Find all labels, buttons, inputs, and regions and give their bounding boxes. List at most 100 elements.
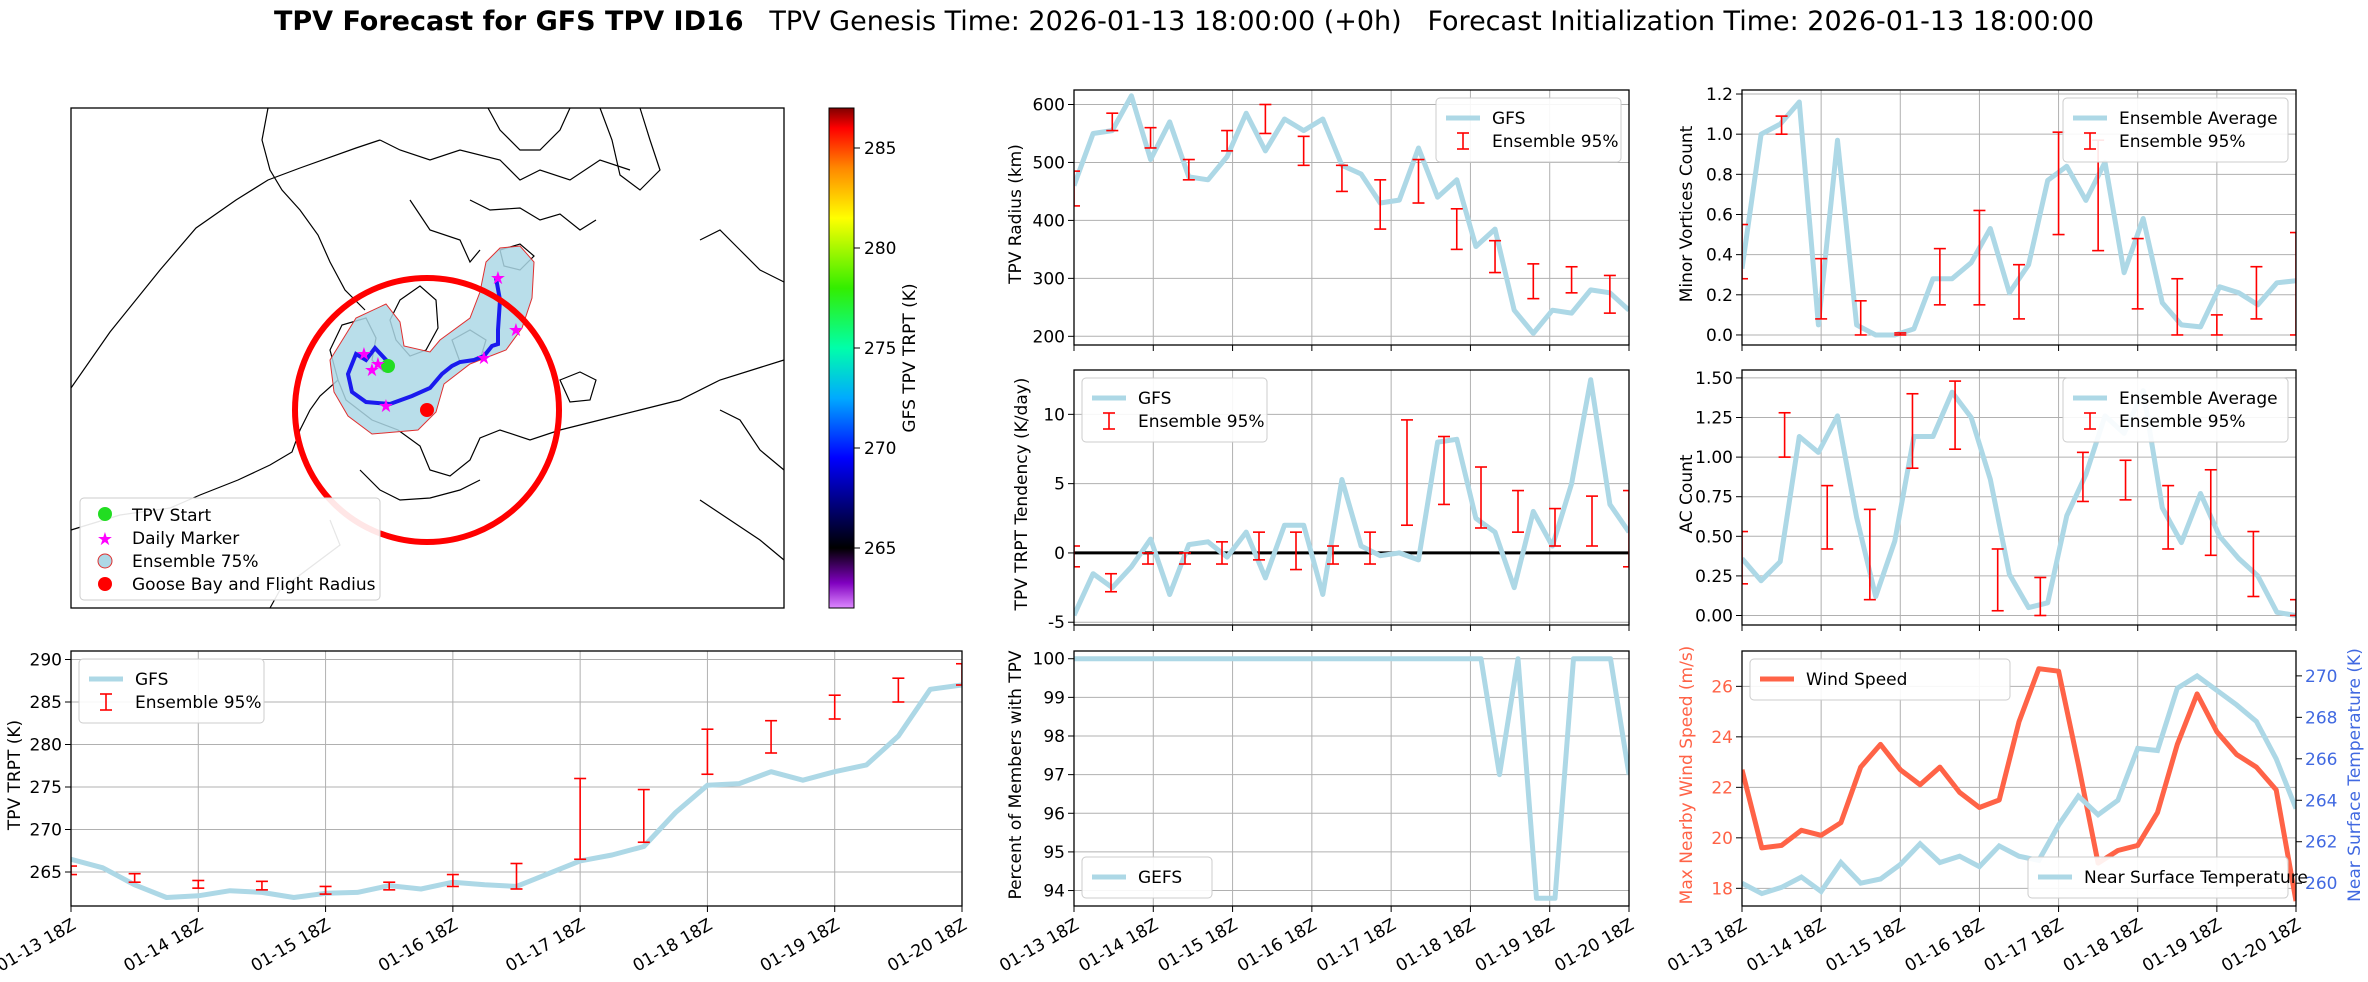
percent-panel: Percent of Members with TPV 94 95 96 97 98 99… — [996, 650, 1637, 977]
legend-goose-bay-icon — [98, 577, 112, 591]
xtick-label: 01-17 18Z — [502, 915, 588, 976]
ytick-label: 96 — [1043, 804, 1065, 824]
xtick-label: 01-16 18Z — [375, 915, 461, 976]
ytick-label: 1.0 — [1706, 125, 1733, 145]
y2tick-label: 264 — [2305, 791, 2337, 811]
ytick-label: 26 — [1711, 677, 1733, 697]
legend-ensemble-icon — [97, 553, 113, 569]
xtick-label: 01-13 18Z — [996, 915, 1082, 976]
y2tick-label: 266 — [2305, 750, 2337, 770]
ytick-label: 500 — [1033, 153, 1065, 173]
colorbar-ticks: 265 270 275 280 285 — [854, 139, 896, 559]
gridlines — [1741, 370, 2297, 625]
svg-text:★: ★ — [370, 354, 386, 375]
trpt-ylabel: TPV TRPT (K) — [5, 720, 25, 831]
legend-box — [1081, 377, 1268, 443]
colorbar-tick-label: 280 — [864, 239, 896, 259]
goose-bay-flight-radius — [292, 275, 562, 545]
ytick-label: 270 — [30, 821, 62, 841]
ytick-label: 0.6 — [1706, 205, 1733, 225]
legend-box — [2062, 97, 2289, 163]
legend-daily-marker: Daily Marker — [132, 529, 239, 549]
ytick-label: 1.25 — [1695, 409, 1733, 429]
axes-frame — [1741, 650, 2297, 907]
minor-ylabel: Minor Vortices Count — [1677, 125, 1697, 302]
legend-tpv-start-icon — [98, 507, 112, 521]
ytick-label: 290 — [30, 651, 62, 671]
colorbar-label: GFS TPV TRPT (K) — [900, 283, 920, 432]
xtick-label: 01-16 18Z — [1234, 915, 1320, 976]
errorbars — [1742, 115, 2296, 336]
colorbar-tick-label: 285 — [864, 139, 896, 159]
colorbar-tick-label: 270 — [864, 439, 896, 459]
legend-daily-marker-icon: ★ — [97, 529, 113, 550]
map-panel: ★★★ ★★★★ TPV Start ★ Daily Marker Ensemb… — [70, 107, 785, 609]
colorbar-tick-label: 265 — [864, 539, 896, 559]
legend-label: Ensemble Average — [2119, 389, 2278, 409]
ytick-label: 600 — [1033, 95, 1065, 115]
svg-text:★: ★ — [508, 320, 524, 341]
ytick-label: 18 — [1711, 879, 1733, 899]
xtick-label: 01-15 18Z — [1155, 915, 1241, 976]
ytick-label: 0 — [1054, 544, 1065, 564]
ytick-label: 22 — [1711, 778, 1733, 798]
gefs-percent-line — [1074, 656, 1629, 901]
temperature-line — [1742, 672, 2296, 897]
legend-label: Ensemble 95% — [1138, 412, 1265, 432]
axes-frame — [1741, 369, 2297, 626]
ytick-label: 100 — [1033, 650, 1065, 670]
colorbar-gradient — [828, 107, 855, 609]
title-init: Forecast Initialization Time: 2026-01-13… — [1427, 6, 2095, 37]
radius-ylabel: TPV Radius (km) — [1006, 144, 1026, 285]
legend-box — [78, 658, 265, 724]
ensemble-average-line — [1742, 388, 2296, 618]
ytick-label: 1.50 — [1695, 369, 1733, 389]
colorbar-tick-label: 275 — [864, 339, 896, 359]
svg-text:★: ★ — [476, 348, 492, 369]
xtick-label: 01-18 18Z — [2060, 915, 2146, 976]
daily-markers: ★★★ ★★★★ — [356, 268, 524, 417]
legend: Wind Speed — [1749, 658, 2011, 701]
ytick-label: 400 — [1033, 211, 1065, 231]
colorbar: 265 270 275 280 285 GFS TPV TRPT (K) — [828, 107, 920, 609]
xtick-label: 01-15 18Z — [1822, 915, 1908, 976]
errorbars — [71, 662, 962, 895]
axes-frame — [1073, 650, 1630, 907]
errorbars — [1074, 419, 1629, 593]
xtick-label: 01-13 18Z — [1664, 915, 1750, 976]
title-genesis: TPV Genesis Time: 2026-01-13 18:00:00 (+… — [769, 6, 1402, 37]
xtick-label: 01-15 18Z — [248, 915, 334, 976]
wind-ylabel: Max Nearby Wind Speed (m/s) — [1677, 646, 1697, 905]
ac-count-panel: AC Count 0.00 0.25 0.50 0.75 1.00 1.25 1.50 Ens… — [1677, 369, 2297, 631]
axes-frame — [1741, 89, 2297, 346]
ytick-label: 98 — [1043, 727, 1065, 747]
legend-label: GFS — [1138, 389, 1171, 409]
tendency-ylabel: TPV TRPT Tendency (K/day) — [1012, 378, 1032, 612]
legend-box — [2027, 856, 2289, 899]
xtick-label: 01-14 18Z — [1743, 915, 1829, 976]
ytick-label: 0.00 — [1695, 606, 1733, 626]
xtick-label: 01-18 18Z — [1393, 915, 1479, 976]
ytick-label: 0.0 — [1706, 326, 1733, 346]
ytick-label: 5 — [1054, 475, 1065, 495]
trpt-panel: TPV TRPT (K) 265 270 275 280 285 290 01-13 18Z… — [0, 650, 971, 976]
legend: GFS Ensemble 95% — [1081, 377, 1268, 443]
svg-text:★: ★ — [356, 344, 372, 365]
axes-frame — [1073, 369, 1630, 626]
legend-box — [1749, 658, 2011, 701]
ytick-label: 0.25 — [1695, 567, 1733, 587]
tpv-track — [345, 277, 503, 407]
legend-label: Near Surface Temperature — [2084, 868, 2308, 888]
legend: GEFS — [1081, 856, 1213, 899]
xtick-label: 01-19 18Z — [757, 915, 843, 976]
legend-label: Ensemble 95% — [2119, 132, 2246, 152]
errorbars — [1742, 380, 2296, 617]
legend: Near Surface Temperature — [2027, 856, 2308, 899]
xtick-label: 01-14 18Z — [1075, 915, 1161, 976]
legend: GFS Ensemble 95% — [78, 658, 265, 724]
ytick-label: 0.2 — [1706, 286, 1733, 306]
legend: Ensemble Average Ensemble 95% — [2062, 97, 2289, 163]
tendency-panel: TPV TRPT Tendency (K/day) -5 0 5 10 GFS Ensem… — [1012, 369, 1630, 633]
percent-ylabel: Percent of Members with TPV — [1006, 650, 1026, 899]
